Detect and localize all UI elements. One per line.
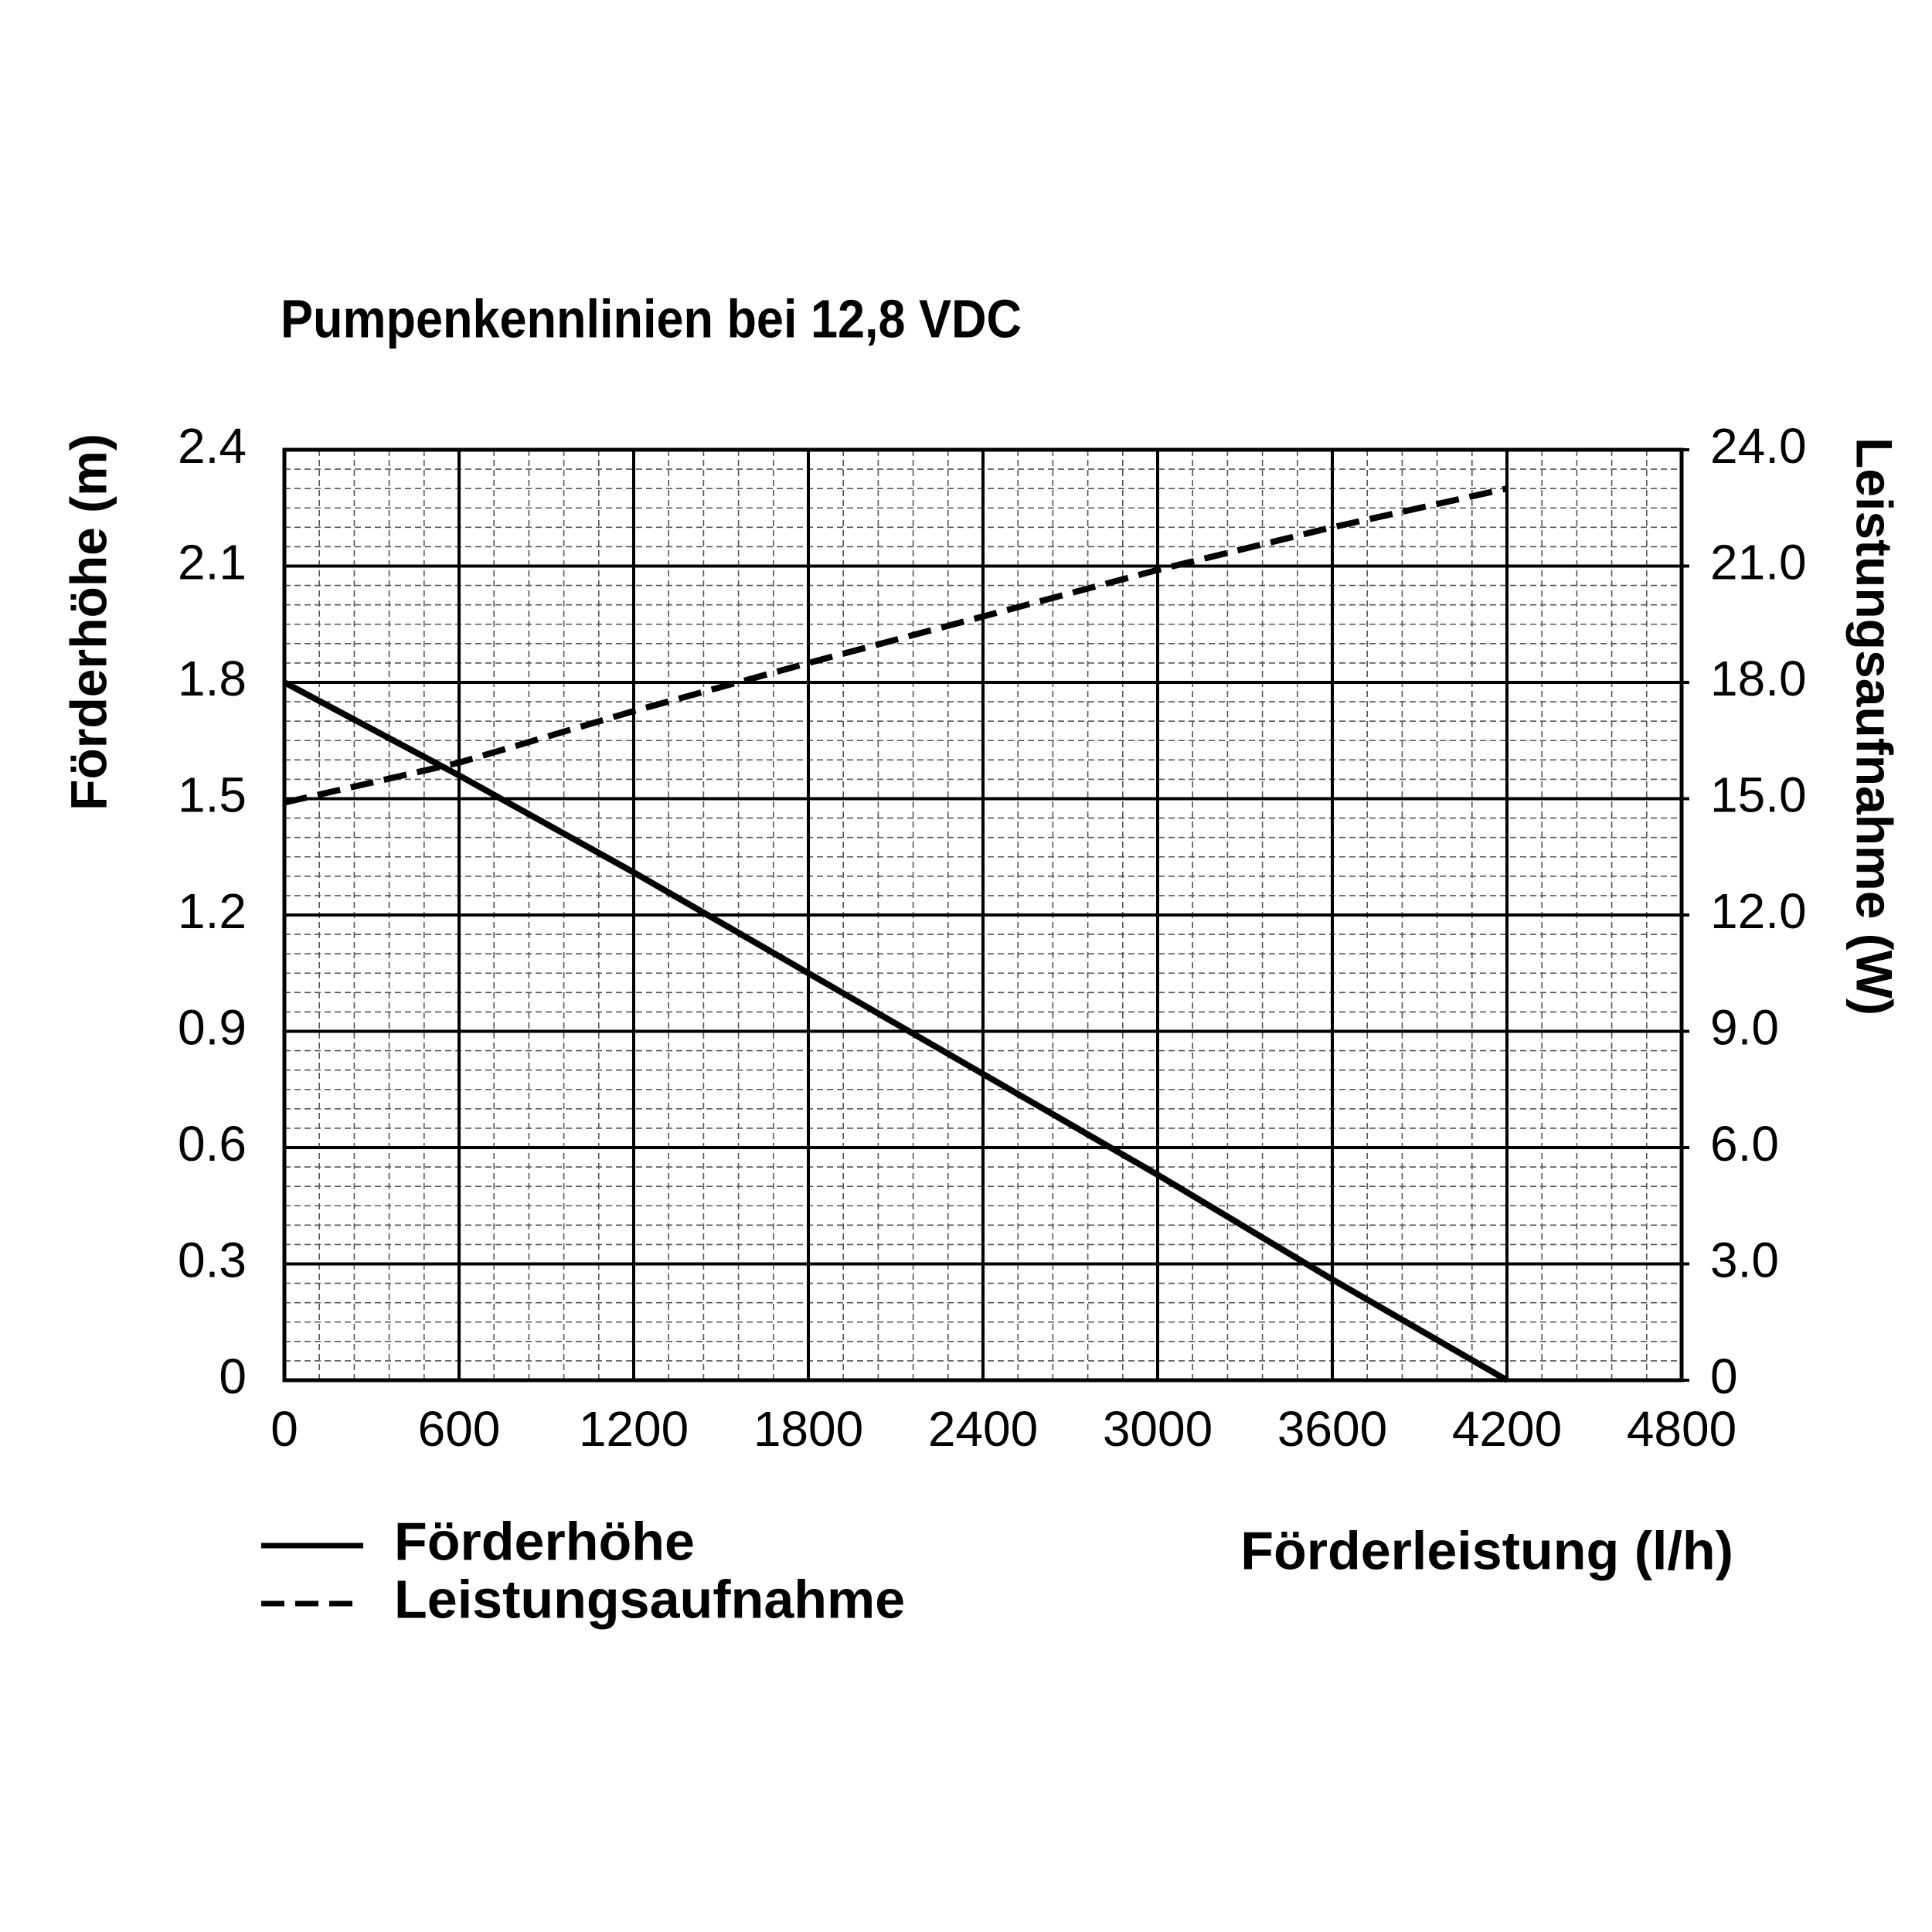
- y2-tick-label: 12.0: [1710, 883, 1807, 939]
- x-tick-label: 600: [418, 1401, 501, 1457]
- legend-label: Förderhöhe: [394, 1511, 695, 1571]
- x-tick-label: 3600: [1277, 1401, 1387, 1457]
- series-line: [284, 485, 1508, 806]
- y-tick-label: 2.1: [178, 534, 247, 590]
- y2-tick-label: 0: [1710, 1349, 1738, 1404]
- y2-tick-label: 15.0: [1710, 767, 1807, 822]
- chart-title: Pumpenkennlinien bei 12,8 VDC: [281, 289, 1022, 349]
- y-tick-label: 0.3: [178, 1232, 247, 1287]
- y2-tick-label: 18.0: [1710, 651, 1807, 706]
- y-tick-label: 1.8: [178, 651, 247, 706]
- y-tick-label: 1.2: [178, 883, 247, 939]
- y2-tick-label: 24.0: [1710, 418, 1807, 474]
- x-axis-label: Förderleistung (l/h): [1240, 1520, 1733, 1580]
- x-tick-label: 4200: [1452, 1401, 1562, 1457]
- y2-tick-label: 21.0: [1710, 534, 1807, 590]
- y2-tick-label: 3.0: [1710, 1232, 1779, 1287]
- y-tick-label: 1.5: [178, 767, 247, 822]
- x-tick-label: 2400: [928, 1401, 1038, 1457]
- y-axis-label: Förderhöhe (m): [60, 434, 117, 811]
- y-tick-label: 0.6: [178, 1116, 247, 1172]
- y-tick-label: 2.4: [178, 418, 247, 474]
- plot-frame: [282, 447, 1684, 1383]
- x-tick-label: 1800: [753, 1401, 863, 1457]
- y-tick-label: 0: [219, 1349, 247, 1404]
- x-tick-label: 4800: [1627, 1401, 1736, 1457]
- y-tick-label: 0.9: [178, 999, 247, 1055]
- series-line: [283, 679, 1509, 1383]
- legend-label: Leistungsaufnahme: [394, 1569, 905, 1629]
- x-tick-label: 1200: [579, 1401, 689, 1457]
- y2-tick-label: 6.0: [1710, 1116, 1779, 1172]
- x-tick-label: 3000: [1103, 1401, 1213, 1457]
- y2-axis-label: Leistungsaufnahme (W): [1846, 437, 1903, 1015]
- y2-tick-label: 9.0: [1710, 999, 1779, 1055]
- x-tick-label: 0: [270, 1401, 298, 1457]
